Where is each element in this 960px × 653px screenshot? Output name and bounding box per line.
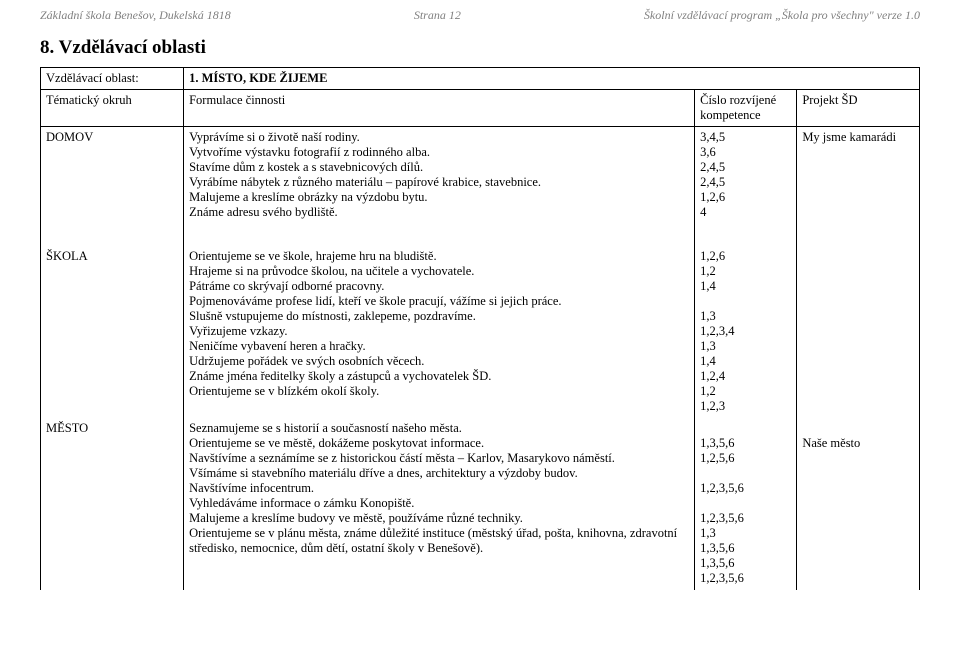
col-header-activity: Formulace činnosti — [184, 90, 695, 127]
activities-domov: Vyprávíme si o životě naší rodiny. Vytvo… — [184, 127, 695, 224]
topic-mesto: MĚSTO — [41, 418, 184, 590]
table-row: MĚSTO Seznamujeme se s historií a součas… — [41, 418, 920, 590]
area-label: Vzdělávací oblast: — [41, 68, 184, 90]
col-header-project: Projekt ŠD — [797, 90, 920, 127]
spacer-cell — [41, 224, 184, 246]
table-row: Vzdělávací oblast: 1. MÍSTO, KDE ŽIJEME — [41, 68, 920, 90]
table-row: DOMOV Vyprávíme si o životě naší rodiny.… — [41, 127, 920, 224]
page-header: Základní škola Benešov, Dukelská 1818 St… — [40, 8, 920, 23]
table-row — [41, 224, 920, 246]
topic-domov: DOMOV — [41, 127, 184, 224]
header-left: Základní škola Benešov, Dukelská 1818 — [40, 8, 231, 23]
project-mesto: Naše město — [797, 418, 920, 590]
competence-domov: 3,4,5 3,6 2,4,5 2,4,5 1,2,6 4 — [695, 127, 797, 224]
project-domov: My jsme kamarádi — [797, 127, 920, 224]
curriculum-table: Vzdělávací oblast: 1. MÍSTO, KDE ŽIJEME … — [40, 67, 920, 590]
activities-mesto: Seznamujeme se s historií a současností … — [184, 418, 695, 590]
spacer-cell — [184, 224, 695, 246]
activities-skola: Orientujeme se ve škole, hrajeme hru na … — [184, 246, 695, 418]
header-center: Strana 12 — [414, 8, 461, 23]
section-title: 8. Vzdělávací oblasti — [40, 37, 920, 59]
spacer-cell — [797, 224, 920, 246]
header-right: Školní vzdělávací program „Škola pro vše… — [644, 8, 920, 23]
table-row: ŠKOLA Orientujeme se ve škole, hrajeme h… — [41, 246, 920, 418]
topic-skola: ŠKOLA — [41, 246, 184, 418]
competence-skola: 1,2,6 1,2 1,4 1,3 1,2,3,4 1,3 1,4 1,2,4 … — [695, 246, 797, 418]
area-value: 1. MÍSTO, KDE ŽIJEME — [184, 68, 920, 90]
competence-mesto: 1,3,5,6 1,2,5,6 1,2,3,5,6 1,2,3,5,6 1,3 … — [695, 418, 797, 590]
col-header-competence: Číslo rozvíjené kompetence — [695, 90, 797, 127]
project-skola — [797, 246, 920, 418]
spacer-cell — [695, 224, 797, 246]
col-header-topic: Tématický okruh — [41, 90, 184, 127]
table-header-row: Tématický okruh Formulace činnosti Číslo… — [41, 90, 920, 127]
